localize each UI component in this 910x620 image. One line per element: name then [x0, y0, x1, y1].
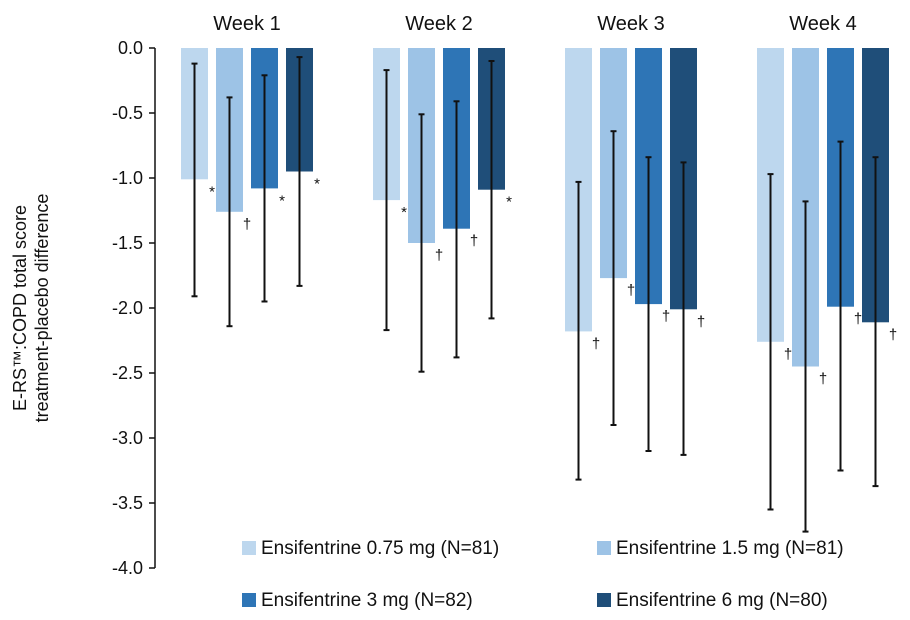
significance-marker: †: [819, 371, 827, 388]
legend-swatch: [597, 541, 611, 555]
y-axis-label: E-RS™:COPD total score treatment-placebo…: [10, 194, 52, 423]
y-tick-label: -2.0: [112, 298, 143, 318]
legend-swatch: [242, 593, 256, 607]
significance-marker: *: [314, 176, 320, 193]
y-tick-label: -4.0: [112, 558, 143, 578]
legend-entry: Ensifentrine 3 mg (N=82): [261, 590, 473, 611]
y-axis-ticks: 0.0 -0.5 -1.0 -1.5 -2.0 -2.5 -3.0 -3.5 -4.0: [112, 38, 155, 578]
legend-entry: Ensifentrine 1.5 mg (N=81): [616, 538, 844, 559]
category-label: Week 2: [405, 13, 472, 35]
legend-swatch: [597, 593, 611, 607]
y-tick-label: -0.5: [112, 103, 143, 123]
significance-marker: †: [662, 308, 670, 325]
y-tick-label: 0.0: [118, 38, 143, 58]
bars: [181, 48, 889, 367]
significance-marker: †: [435, 247, 443, 264]
legend-entry: Ensifentrine 0.75 mg (N=81): [261, 538, 499, 559]
category-labels: Week 1 Week 2 Week 3 Week 4: [213, 13, 856, 35]
significance-marker: †: [854, 311, 862, 328]
legend-swatch: [242, 541, 256, 555]
significance-marker: †: [592, 335, 600, 352]
significance-marker: †: [243, 216, 251, 233]
category-label: Week 1: [213, 13, 280, 35]
significance-markers: * * † † † † † † * † † † * * † †: [209, 176, 897, 388]
legend-entry: Ensifentrine 6 mg (N=80): [616, 590, 828, 611]
category-label: Week 3: [597, 13, 664, 35]
y-axis-label-line-2: treatment-placebo difference: [32, 194, 52, 423]
significance-marker: *: [401, 204, 407, 221]
y-axis-label-line-1: E-RS™:COPD total score: [10, 205, 30, 411]
significance-marker: †: [784, 346, 792, 363]
significance-marker: *: [209, 183, 215, 200]
y-tick-label: -1.0: [112, 168, 143, 188]
significance-marker: †: [470, 233, 478, 250]
significance-marker: †: [889, 326, 897, 343]
legend: Ensifentrine 0.75 mg (N=81) Ensifentrine …: [242, 538, 844, 611]
y-tick-label: -2.5: [112, 363, 143, 383]
category-label: Week 4: [789, 13, 856, 35]
y-tick-label: -1.5: [112, 233, 143, 253]
error-bars: [191, 56, 879, 533]
significance-marker: *: [506, 194, 512, 211]
significance-marker: *: [279, 192, 285, 209]
y-tick-label: -3.5: [112, 493, 143, 513]
significance-marker: †: [627, 282, 635, 299]
y-tick-label: -3.0: [112, 428, 143, 448]
significance-marker: †: [697, 313, 705, 330]
